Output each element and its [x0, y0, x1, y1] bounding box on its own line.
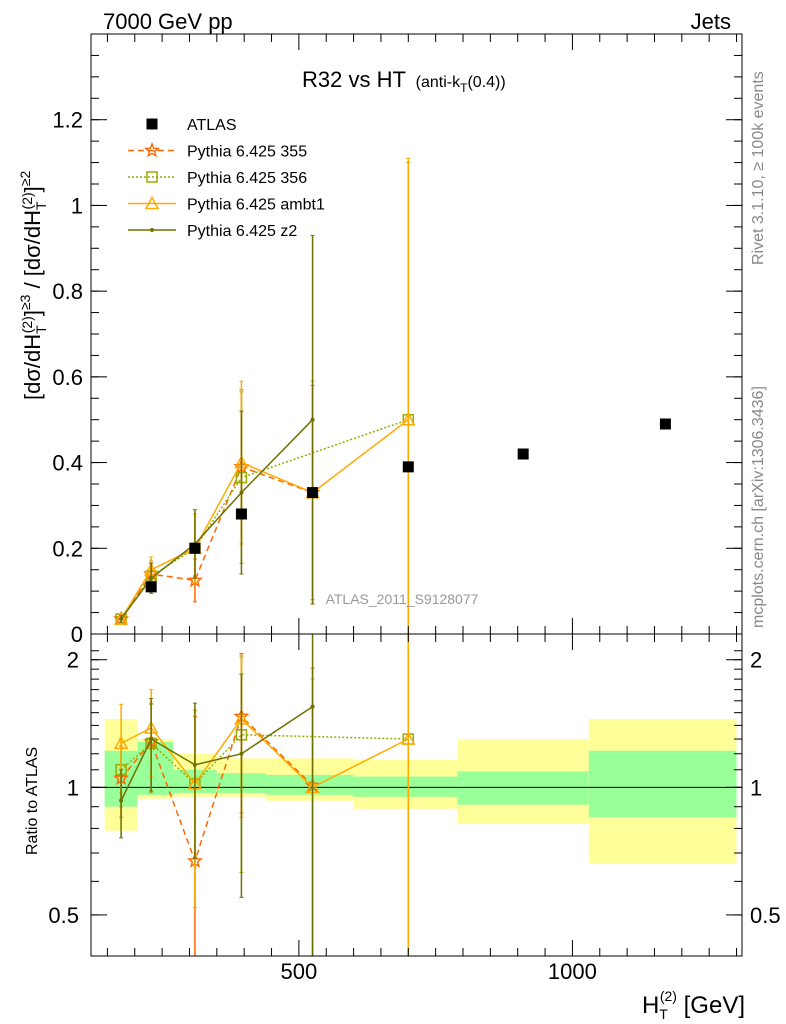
main-atlas-point: [517, 448, 529, 460]
xtick-label: 500: [281, 959, 318, 984]
main-pythia-6-425-z2-point: [149, 576, 154, 581]
ratio-band-inner: [353, 776, 458, 797]
main-pythia-6-425-356-line: [120, 418, 409, 620]
main-atlas-point: [145, 581, 157, 593]
ratio-pythia-6-425-z2-point: [149, 737, 154, 742]
main-ytick-label: 0: [71, 622, 83, 647]
ratio-pythia-6-425-z2-point: [239, 751, 244, 756]
main-pythia-6-425-ambt1-line: [120, 419, 409, 620]
legend-entry-label: ATLAS: [187, 117, 237, 134]
chart-title-text: R32 vs HT: [302, 67, 406, 92]
legend-marker: [143, 142, 161, 158]
main-pythia-6-425-355-point: [186, 571, 203, 588]
main-ytick-label: 1: [71, 193, 83, 218]
main-atlas-point: [189, 542, 201, 554]
ratio-y-ticks: 0.5 0.5 1 1 2 2: [48, 648, 780, 928]
legend-entry-label: Pythia 6.425 ambt1: [187, 197, 325, 214]
legend-marker: [150, 228, 154, 232]
main-ytick-label: 0.6: [52, 365, 83, 390]
ratio-pythia-6-425-z2-point: [192, 762, 197, 767]
legend-marker: [146, 171, 158, 183]
x-axis-label: HT(2) [GeV]: [642, 988, 745, 1022]
main-ytick-label: 0.2: [52, 536, 83, 561]
ratio-ytick-label-right: 2: [750, 648, 762, 673]
main-pythia-6-425-ambt1-point: [401, 412, 416, 426]
ratio-ytick-label-right: 1: [750, 775, 762, 800]
svg-text:[dσ/dHT(2)]≥3 / [dσ/dHT(2)]≥2: [dσ/dHT(2)]≥3 / [dσ/dHT(2)]≥2: [17, 171, 49, 400]
legend-marker: [146, 118, 158, 130]
main-pythia-6-425-z2-point: [310, 417, 315, 422]
ratio-ytick-label: 2: [67, 648, 79, 673]
main-ytick-label: 0.4: [52, 451, 83, 476]
ratio-band-inner: [588, 750, 737, 818]
ratio-series-group: [113, 633, 416, 957]
ratio-pythia-6-425-z2-point: [310, 704, 315, 709]
header-right: Jets: [691, 9, 731, 34]
ratio-pythia-6-425-ambt1-point: [401, 731, 416, 745]
ratio-pythia-6-425-ambt1-point: [113, 735, 129, 750]
chart-title: R32 vs HT (anti-kT(0.4)): [302, 67, 506, 95]
main-atlas-point: [402, 461, 414, 473]
main-atlas-point: [659, 418, 671, 430]
main-pythia-6-425-z2-point: [119, 617, 124, 621]
legend-entry-label: Pythia 6.425 z2: [187, 223, 297, 240]
mcplots-label: mcplots.cern.ch [arXiv:1306.3436]: [750, 386, 767, 628]
main-series-group: [113, 157, 671, 635]
main-pythia-6-425-ambt1-point: [113, 611, 129, 625]
ratio-ytick-label: 0.5: [48, 903, 79, 928]
ratio-band-inner: [457, 771, 589, 805]
watermark: ATLAS_2011_S9128077: [326, 591, 479, 607]
legend-marker: [144, 195, 160, 210]
main-pythia-6-425-355-line: [120, 465, 313, 620]
chart-title-sub-end: (0.4)): [467, 74, 505, 91]
legend-entry-label: Pythia 6.425 355: [187, 144, 307, 161]
main-pythia-6-425-z2-point: [239, 490, 244, 495]
main-ytick-label: 1.2: [52, 108, 83, 133]
main-atlas-point: [307, 487, 319, 499]
ratio-ylabel: Ratio to ATLAS: [24, 747, 41, 855]
x-ticks: 500 1000: [106, 634, 738, 984]
main-atlas-point: [235, 508, 247, 520]
xtick-label: 1000: [548, 959, 597, 984]
ratio-ytick-label: 1: [67, 775, 79, 800]
main-ytick-label: 0.8: [52, 279, 83, 304]
rivet-label: Rivet 3.1.10, ≥ 100k events: [750, 71, 767, 265]
legend-entry-label: Pythia 6.425 356: [187, 170, 307, 187]
ratio-pythia-6-425-z2-point: [119, 798, 124, 803]
main-ylabel: [dσ/dHT(2)]≥3 / [dσ/dHT(2)]≥2: [17, 171, 49, 400]
legend: ATLAS Pythia 6.425 355 Pythia 6.425 356 Pyt…: [128, 117, 325, 240]
chart-title-sub: (anti-k: [416, 74, 461, 91]
ratio-ytick-label-right: 0.5: [750, 903, 781, 928]
chart-title-sub-T: T: [460, 81, 468, 95]
header-left: 7000 GeV pp: [103, 9, 233, 34]
ratio-frame: [90, 633, 743, 957]
main-y-ticks: 0 0.2 0.4 0.6 0.8 1 1.2: [52, 34, 742, 647]
